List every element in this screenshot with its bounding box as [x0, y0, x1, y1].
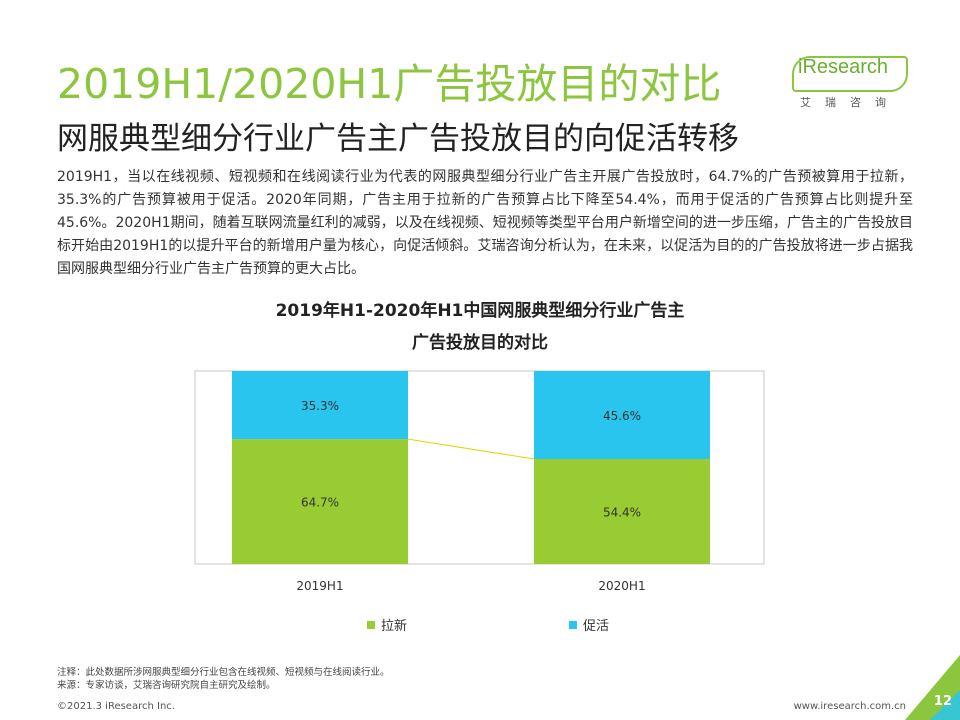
bar-2020H1-series-0 [534, 459, 710, 564]
plot-frame [194, 370, 765, 565]
x-tick-label-2020H1: 2020H1 [598, 579, 645, 593]
data-label-2019H1-series-1: 35.3% [301, 399, 339, 413]
bar-2019H1-series-0 [232, 439, 408, 564]
iresearch-logo: iResearch 艾瑞咨询 [784, 48, 914, 138]
copyright-text: ©2021.3 iResearch Inc. [57, 701, 175, 712]
data-label-2019H1-series-0: 64.7% [301, 496, 339, 510]
page-number: 12 [933, 694, 952, 709]
legend-label-cuhuo: 促活 [583, 619, 610, 634]
logo-text: iResearch [798, 56, 889, 78]
page-title: 2019H1/2020H1广告投放目的对比 [57, 60, 722, 108]
legend-item-cuhuo: 促活 [569, 615, 609, 634]
chart-title-line2: 广告投放目的对比 [412, 333, 548, 353]
logo-cn-text: 艾瑞咨询 [800, 96, 900, 109]
bar-2020H1-series-1 [534, 371, 710, 460]
x-tick-label-2019H1: 2019H1 [296, 579, 343, 593]
bar-2019H1-series-1 [232, 371, 408, 440]
footnote-source: 来源：专家访谈，艾瑞咨询研究院自主研究及绘制。 [57, 680, 276, 691]
data-label-2020H1-series-1: 45.6% [603, 409, 641, 423]
footnote-note: 注释：此处数据所涉网服典型细分行业包含在线视频、短视频与在线阅读行业。 [57, 667, 390, 678]
body-paragraph: 2019H1，当以在线视频、短视频和在线阅读行业为代表的网服典型细分行业广告主开… [57, 169, 913, 277]
legend-label-lashin: 拉新 [381, 619, 408, 634]
page-subtitle: 网服典型细分行业广告主广告投放目的向促活转移 [57, 121, 739, 157]
chart-title-line1: 2019年H1-2020年H1中国网服典型细分行业广告主 [275, 301, 685, 321]
connector-line [407, 438, 535, 460]
legend-swatch-lashin [367, 620, 375, 629]
legend-swatch-cuhuo [569, 620, 577, 629]
legend-item-lashin: 拉新 [367, 615, 407, 634]
data-label-2020H1-series-0: 54.4% [603, 506, 641, 520]
website-text: www.iresearch.com.cn [793, 701, 906, 712]
